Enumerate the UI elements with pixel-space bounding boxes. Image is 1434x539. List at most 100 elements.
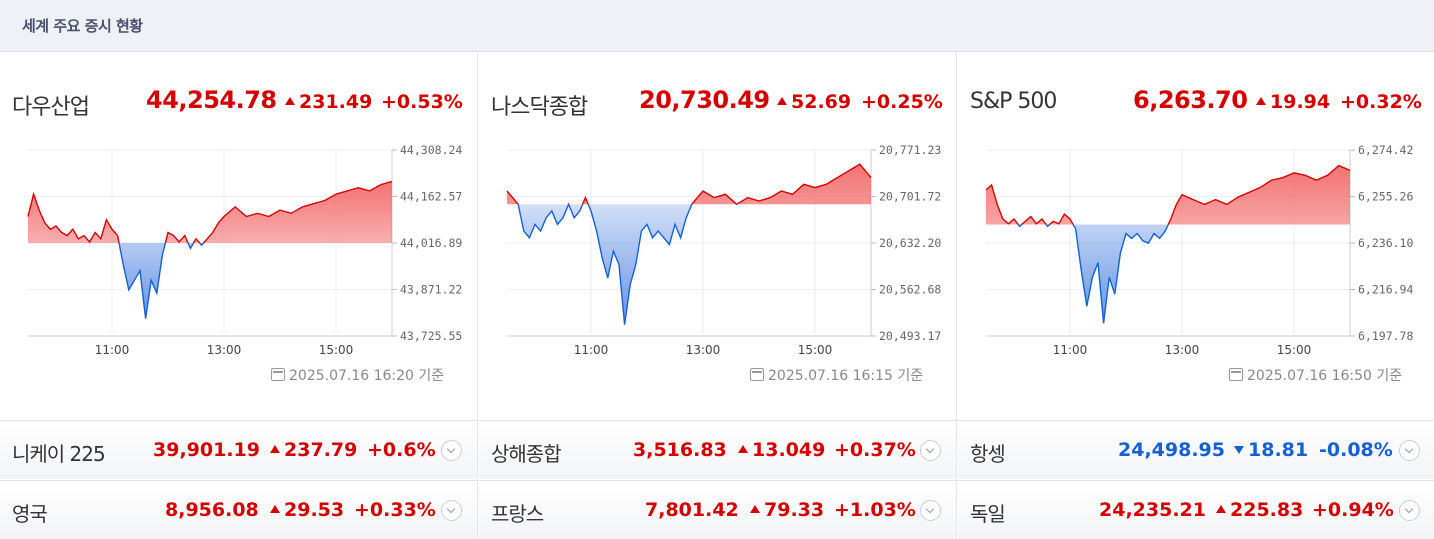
series-line-up xyxy=(985,164,1351,225)
timestamp: 2025.07.16 16:15 기준 xyxy=(750,365,923,385)
x-tick-label: 15:00 xyxy=(319,343,354,357)
calendar-icon xyxy=(1229,368,1243,381)
area-above-baseline xyxy=(28,181,392,244)
area-above-baseline xyxy=(507,164,871,205)
y-tick-label: 44,162.57 xyxy=(400,190,462,204)
y-tick-label: 20,493.17 xyxy=(879,329,941,343)
x-tick-label: 11:00 xyxy=(574,343,609,357)
up-triangle-icon xyxy=(1216,505,1226,513)
index-value: 44,254.78 xyxy=(146,86,277,114)
y-tick-label: 6,197.78 xyxy=(1358,329,1413,343)
x-tick-label: 13:00 xyxy=(686,343,721,357)
index-name: 니케이 225 xyxy=(12,442,106,466)
index-percent: +0.32% xyxy=(1340,91,1422,113)
y-tick-label: 20,632.20 xyxy=(879,236,941,250)
index-value: 24,498.95 xyxy=(1118,439,1225,461)
index-change: 13.049 xyxy=(738,439,825,461)
index-percent: +1.03% xyxy=(834,499,916,521)
y-tick-label: 6,274.42 xyxy=(1358,143,1413,157)
series-line-down xyxy=(1008,224,1170,324)
up-triangle-icon xyxy=(777,97,787,105)
index-percent: +0.33% xyxy=(354,499,436,521)
index-percent: +0.94% xyxy=(1312,499,1394,521)
up-triangle-icon xyxy=(1256,97,1266,105)
page-title: 세계 주요 증시 현황 xyxy=(22,17,143,35)
expand-chevron-icon[interactable] xyxy=(920,440,941,461)
index-panel-nasdaq[interactable]: 나스닥종합 20,730.49 52.69 +0.25% 20,771.23 20… xyxy=(479,53,957,420)
series-line-up xyxy=(506,163,872,205)
y-tick-label: 44,308.24 xyxy=(400,143,462,157)
index-row-shanghai[interactable]: 상해종합 3,516.83 13.049 +0.37% xyxy=(479,420,957,479)
down-triangle-icon xyxy=(1234,446,1244,454)
x-tick-label: 15:00 xyxy=(798,343,833,357)
y-tick-label: 20,562.68 xyxy=(879,283,941,297)
expand-chevron-icon[interactable] xyxy=(920,500,941,521)
index-panel-sp500[interactable]: S&P 500 6,263.70 19.94 +0.32% 6,274.42 6,… xyxy=(958,53,1434,420)
index-change: 79.33 xyxy=(750,499,824,521)
intraday-chart-nasdaq: 20,771.23 20,701.72 20,632.20 20,562.68 20,4… xyxy=(506,143,941,357)
x-tick-label: 15:00 xyxy=(1277,343,1312,357)
index-name: 상해종합 xyxy=(491,442,562,466)
index-percent: +0.53% xyxy=(381,91,463,113)
timestamp: 2025.07.16 16:50 기준 xyxy=(1229,365,1402,385)
index-change: 19.94 xyxy=(1256,91,1330,113)
index-name: 다우산업 xyxy=(12,95,90,120)
index-change: 237.79 xyxy=(270,439,357,461)
y-tick-label: 6,236.10 xyxy=(1358,236,1413,250)
index-row-nikkei[interactable]: 니케이 225 39,901.19 237.79 +0.6% xyxy=(0,420,478,479)
index-panel-dow[interactable]: 다우산업 44,254.78 231.49 +0.53% 44,308.24 44… xyxy=(0,53,478,420)
index-change: 52.69 xyxy=(777,91,851,113)
y-tick-label: 43,871.22 xyxy=(400,283,462,297)
y-tick-label: 6,216.94 xyxy=(1358,283,1413,297)
area-below-baseline xyxy=(518,204,692,325)
series-line-down xyxy=(517,204,738,325)
up-triangle-icon xyxy=(738,445,748,453)
expand-chevron-icon[interactable] xyxy=(441,500,462,521)
y-tick-label: 6,255.26 xyxy=(1358,190,1413,204)
x-tick-label: 13:00 xyxy=(207,343,242,357)
index-row-france[interactable]: 프랑스 7,801.42 79.33 +1.03% xyxy=(479,480,957,539)
intraday-chart-sp500: 6,274.42 6,255.26 6,236.10 6,216.94 6,197.78… xyxy=(985,143,1413,357)
index-value: 3,516.83 xyxy=(633,439,727,461)
header: 세계 주요 증시 현황 xyxy=(0,0,1434,52)
index-row-hangseng[interactable]: 항셍 24,498.95 18.81 -0.08% xyxy=(958,420,1434,479)
index-name: 항셍 xyxy=(970,442,1006,466)
index-change: 18.81 xyxy=(1234,439,1308,461)
index-change: 225.83 xyxy=(1216,499,1303,521)
index-value: 8,956.08 xyxy=(165,499,259,521)
index-change: 29.53 xyxy=(270,499,344,521)
expand-chevron-icon[interactable] xyxy=(1399,500,1420,521)
calendar-icon xyxy=(750,368,764,381)
index-name: 독일 xyxy=(970,502,1006,526)
y-tick-label: 44,016.89 xyxy=(400,236,462,250)
x-tick-label: 13:00 xyxy=(1165,343,1200,357)
index-percent: -0.08% xyxy=(1319,439,1393,461)
index-name: S&P 500 xyxy=(970,89,1057,114)
index-name: 영국 xyxy=(12,502,48,526)
intraday-chart-dow: 44,308.24 44,162.57 44,016.89 43,871.22 43,7… xyxy=(27,143,462,357)
index-row-germany[interactable]: 독일 24,235.21 225.83 +0.94% xyxy=(958,480,1434,539)
x-tick-label: 11:00 xyxy=(1053,343,1088,357)
y-tick-label: 20,771.23 xyxy=(879,143,941,157)
index-percent: +0.25% xyxy=(861,91,943,113)
up-triangle-icon xyxy=(285,97,295,105)
index-change: 231.49 xyxy=(285,91,372,113)
up-triangle-icon xyxy=(270,445,280,453)
y-tick-label: 43,725.55 xyxy=(400,329,462,343)
calendar-icon xyxy=(271,368,285,381)
expand-chevron-icon[interactable] xyxy=(1399,440,1420,461)
up-triangle-icon xyxy=(270,505,280,513)
expand-chevron-icon[interactable] xyxy=(441,440,462,461)
index-value: 24,235.21 xyxy=(1099,499,1206,521)
index-value: 20,730.49 xyxy=(639,86,770,114)
index-name: 프랑스 xyxy=(491,502,544,526)
x-tick-label: 11:00 xyxy=(95,343,130,357)
index-value: 39,901.19 xyxy=(153,439,260,461)
timestamp: 2025.07.16 16:20 기준 xyxy=(271,365,444,385)
index-percent: +0.6% xyxy=(367,439,436,461)
index-value: 6,263.70 xyxy=(1133,86,1248,114)
index-row-uk[interactable]: 영국 8,956.08 29.53 +0.33% xyxy=(0,480,478,539)
up-triangle-icon xyxy=(750,505,760,513)
index-value: 7,801.42 xyxy=(645,499,739,521)
y-tick-label: 20,701.72 xyxy=(879,190,941,204)
